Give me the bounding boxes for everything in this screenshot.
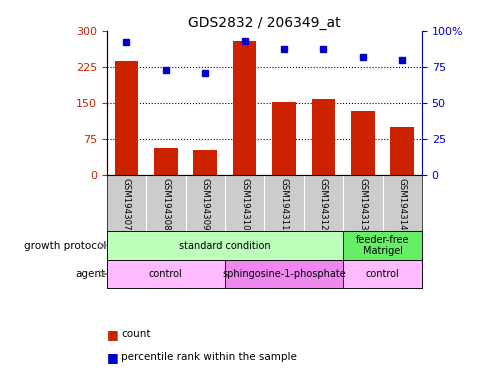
Bar [153, 148, 177, 175]
Text: agent: agent [76, 269, 106, 279]
Text: GSM194313: GSM194313 [358, 178, 366, 230]
Bar [114, 61, 138, 175]
Bar [342, 232, 421, 260]
Bar [225, 260, 342, 288]
Text: GSM194311: GSM194311 [279, 178, 288, 230]
Bar [390, 127, 413, 175]
Bar [106, 232, 342, 260]
Text: standard condition: standard condition [179, 240, 270, 250]
Text: ■: ■ [106, 328, 118, 341]
Bar [311, 99, 334, 175]
Text: control: control [365, 269, 399, 279]
Bar [193, 150, 216, 175]
Text: GSM194310: GSM194310 [240, 178, 249, 230]
Text: control: control [149, 269, 182, 279]
Bar [232, 41, 256, 175]
Text: percentile rank within the sample: percentile rank within the sample [121, 352, 297, 362]
Text: GSM194308: GSM194308 [161, 178, 170, 230]
Bar [342, 260, 421, 288]
Bar [272, 102, 295, 175]
Text: feeder-free
Matrigel: feeder-free Matrigel [355, 235, 408, 257]
Title: GDS2832 / 206349_at: GDS2832 / 206349_at [188, 16, 340, 30]
Text: growth protocol: growth protocol [24, 240, 106, 250]
Text: sphingosine-1-phosphate: sphingosine-1-phosphate [222, 269, 345, 279]
Text: GSM194314: GSM194314 [397, 178, 406, 230]
Text: ■: ■ [106, 351, 118, 364]
Bar [106, 260, 225, 288]
Bar [350, 111, 374, 175]
Text: GSM194307: GSM194307 [121, 178, 131, 230]
Text: count: count [121, 329, 151, 339]
Text: GSM194312: GSM194312 [318, 178, 327, 230]
Text: GSM194309: GSM194309 [200, 178, 209, 230]
